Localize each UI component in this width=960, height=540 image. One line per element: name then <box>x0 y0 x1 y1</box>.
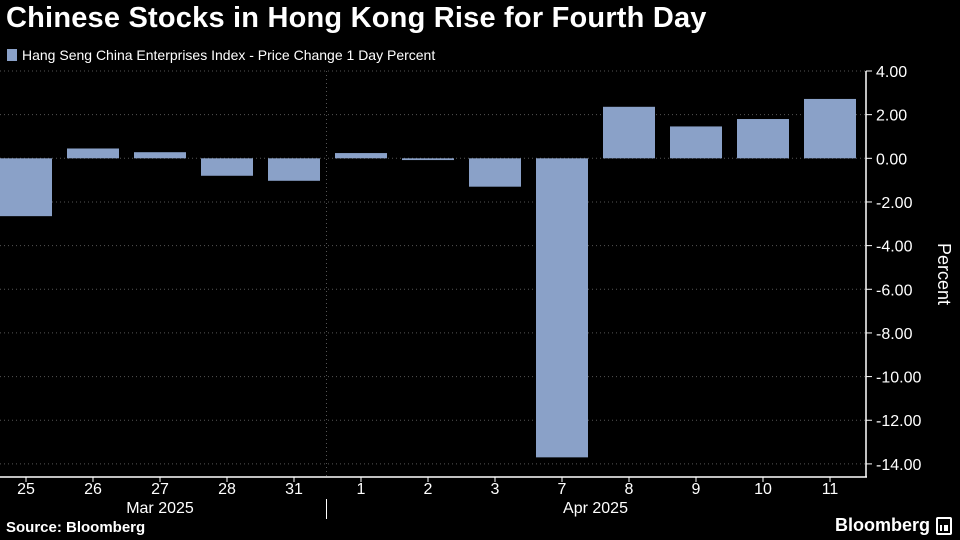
x-tick-label: 3 <box>491 481 500 498</box>
y-tick-label: -6.00 <box>876 282 913 299</box>
y-axis-title: Percent <box>934 243 954 305</box>
y-tick-label: -4.00 <box>876 239 913 256</box>
bar-9 <box>670 126 722 159</box>
bar-7 <box>536 158 588 458</box>
y-tick-label: -10.00 <box>876 370 921 387</box>
x-tick-label: 27 <box>151 481 169 498</box>
y-tick-label: -14.00 <box>876 457 921 474</box>
x-tick-label: 9 <box>692 481 701 498</box>
legend: Hang Seng China Enterprises Index - Pric… <box>7 47 435 63</box>
x-tick-label: 10 <box>754 481 772 498</box>
chart-title: Chinese Stocks in Hong Kong Rise for Fou… <box>6 2 707 34</box>
y-tick-label: 4.00 <box>876 64 907 81</box>
legend-swatch <box>7 49 17 61</box>
bar-11 <box>804 98 856 159</box>
x-tick-label: 8 <box>625 481 634 498</box>
bar-27 <box>134 152 186 159</box>
x-tick-label: 11 <box>822 481 839 498</box>
bar-8 <box>603 106 655 159</box>
x-tick-label: 26 <box>84 481 102 498</box>
bar-10 <box>737 119 789 159</box>
legend-label: Hang Seng China Enterprises Index - Pric… <box>22 47 436 63</box>
bar-1 <box>335 153 387 159</box>
bar-28 <box>201 158 253 176</box>
x-tick-label: 25 <box>17 481 35 498</box>
bar-26 <box>67 148 119 159</box>
y-tick-label: 0.00 <box>876 151 907 168</box>
source-note: Source: Bloomberg <box>6 519 146 536</box>
bar-25 <box>0 158 52 217</box>
bar-31 <box>268 158 320 181</box>
bar-2 <box>402 158 454 161</box>
y-tick-label: -2.00 <box>876 195 913 212</box>
x-tick-label: 1 <box>357 481 366 498</box>
x-tick-label: 28 <box>218 481 236 498</box>
brand-label: Bloomberg <box>834 515 930 535</box>
chart-icon <box>936 516 952 535</box>
bar-3 <box>469 158 521 187</box>
y-tick-label: -12.00 <box>876 413 921 430</box>
x-tick-label: 2 <box>424 481 433 498</box>
bloomberg-logo: Bloomberg <box>835 515 952 536</box>
month-label: Apr 2025 <box>563 500 628 517</box>
x-tick-label: 31 <box>285 481 303 498</box>
x-tick-label: 7 <box>558 481 567 498</box>
y-tick-label: -8.00 <box>876 326 913 343</box>
month-label: Mar 2025 <box>126 500 194 517</box>
y-tick-label: 2.00 <box>876 108 907 125</box>
